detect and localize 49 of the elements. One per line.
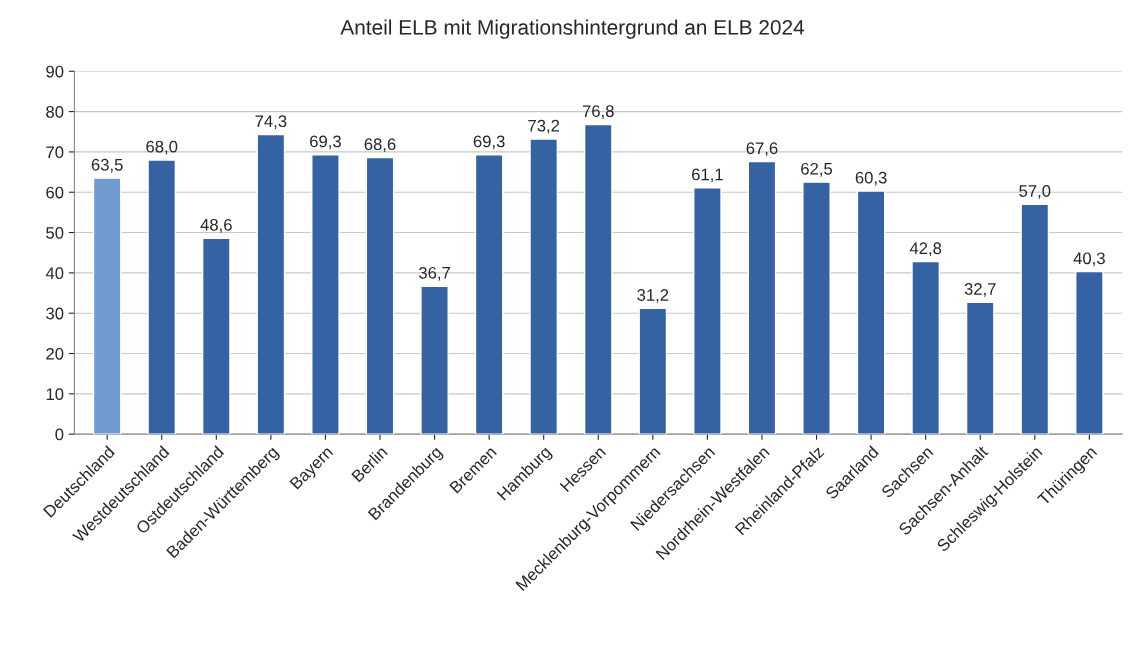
y-tick-label: 40 [45, 267, 64, 280]
data-label: 61,1 [692, 168, 723, 183]
data-label: 68,0 [146, 140, 178, 155]
bar [201, 237, 231, 435]
data-label: 74,3 [255, 115, 287, 130]
bar [1075, 270, 1104, 435]
data-label: 31,2 [637, 289, 669, 303]
data-label: 63,5 [91, 158, 123, 173]
bar [802, 181, 831, 435]
bar [474, 154, 504, 435]
bar [529, 138, 559, 435]
bar [1020, 203, 1050, 435]
data-label: 60,3 [855, 171, 887, 186]
data-label: 73,2 [528, 119, 560, 134]
data-label: 57,0 [1019, 185, 1051, 199]
data-label: 42,8 [909, 242, 942, 257]
y-tick-label: 80 [46, 106, 64, 118]
y-tick-label: 50 [46, 226, 64, 239]
bar [911, 260, 940, 435]
data-label: 32,7 [964, 283, 996, 297]
bar [256, 133, 286, 435]
y-tick-label: 60 [46, 186, 64, 199]
y-tick-label: 30 [46, 307, 64, 320]
data-label: 62,5 [801, 162, 833, 177]
data-label: 69,3 [473, 135, 505, 150]
bar [365, 156, 395, 435]
data-label: 76,8 [582, 105, 614, 120]
bar [693, 187, 722, 435]
bar [420, 285, 449, 435]
y-tick-label: 90 [46, 65, 64, 78]
bar [92, 177, 122, 435]
y-tick-label: 0 [55, 428, 64, 441]
y-tick-label: 10 [46, 388, 64, 401]
bar [747, 160, 777, 435]
bar [147, 159, 177, 435]
data-label: 67,6 [746, 142, 778, 157]
data-label: 68,6 [364, 138, 396, 153]
bar [856, 190, 886, 435]
bar [638, 307, 668, 435]
data-label: 36,7 [418, 266, 450, 281]
bar [311, 154, 340, 435]
data-label: 40,3 [1073, 252, 1105, 267]
y-tick-label: 70 [46, 146, 64, 159]
chart-title: Anteil ELB mit Migrationshintergrund an ELB 2024 [340, 19, 805, 39]
y-tick-label: 20 [46, 347, 64, 360]
data-label: 48,6 [200, 218, 232, 233]
bar [965, 301, 995, 435]
bar [583, 123, 613, 435]
data-label: 69,3 [310, 135, 341, 150]
